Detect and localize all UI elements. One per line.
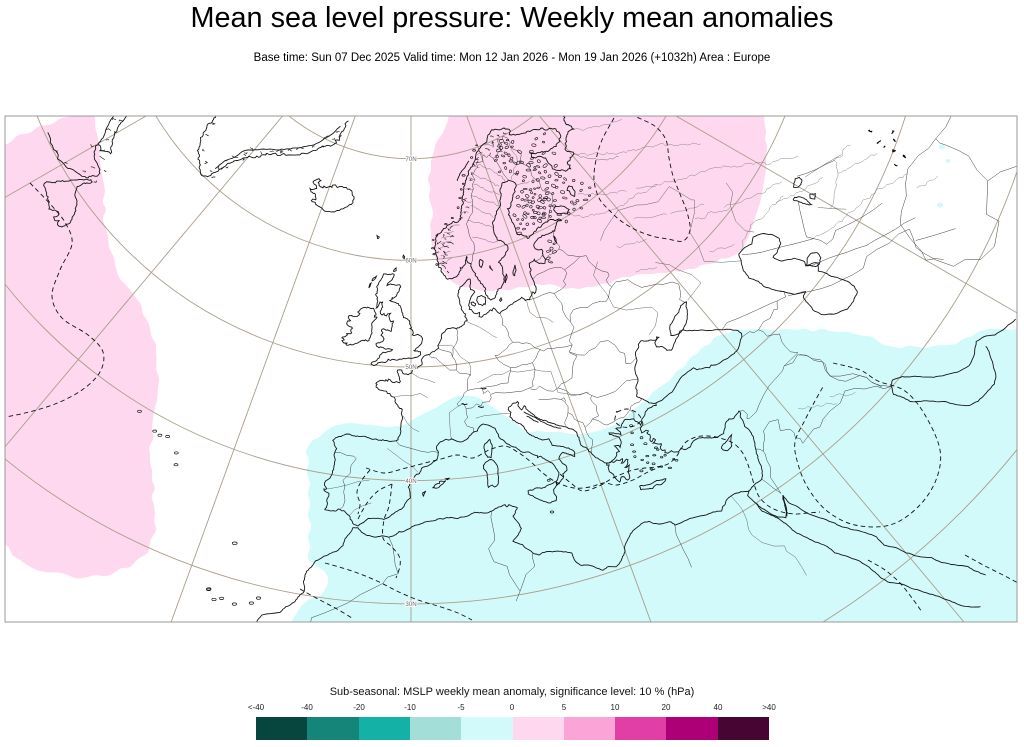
svg-text:40N: 40N [405, 478, 416, 485]
svg-text:60N: 60N [405, 258, 416, 265]
svg-text:50N: 50N [405, 364, 416, 371]
svg-text:30N: 30N [405, 601, 416, 608]
svg-text:70N: 70N [405, 156, 416, 163]
